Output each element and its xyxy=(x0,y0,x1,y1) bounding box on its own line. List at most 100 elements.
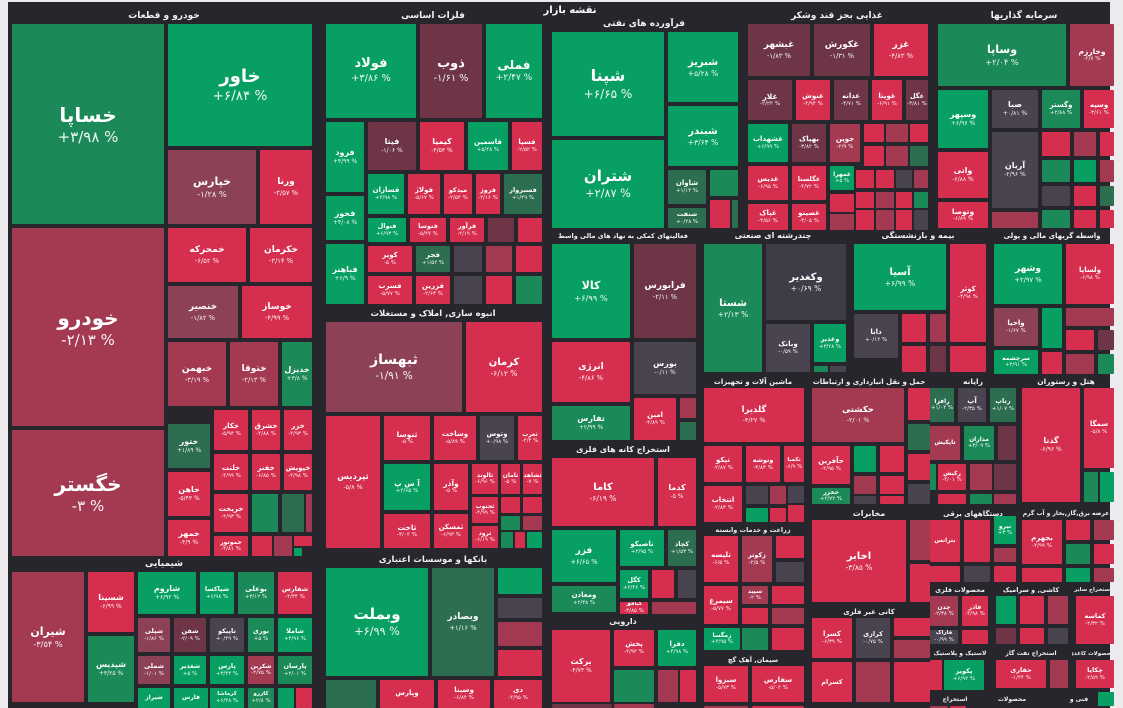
cell-filler[interactable] xyxy=(950,706,966,708)
cell-فملی[interactable]: فملی +۲/۴۷ % xyxy=(486,24,542,118)
cell-ثاخت[interactable]: ثاخت -۴/۰۳ % xyxy=(384,514,430,548)
cell-filler[interactable] xyxy=(876,210,894,230)
cell-غشهداب[interactable]: غشهداب +۶/۹۹ % xyxy=(748,124,788,162)
cell-غصینو[interactable]: غصینو -۳/۰۵ % xyxy=(792,204,826,230)
cell-filler[interactable] xyxy=(880,476,904,494)
cell-تاپیکو[interactable]: تاپیکو +۰/۴۹ % xyxy=(210,618,244,652)
cell-شاروم[interactable]: شاروم +۶/۹۲ % xyxy=(138,572,196,614)
cell-ورنا[interactable]: ورنا -۲/۵۷ % xyxy=(260,150,312,224)
cell-filler[interactable] xyxy=(488,218,514,242)
cell-filler[interactable] xyxy=(894,618,930,636)
cell-filler[interactable] xyxy=(523,497,542,513)
cell-filler[interactable] xyxy=(908,484,930,504)
cell-غگلستا[interactable]: غگلستا -۴/۷۲ % xyxy=(792,166,826,200)
cell-دانا[interactable]: دانا +۰/۱۲ % xyxy=(854,314,898,358)
cell-فولاژ[interactable]: فولاژ -۵/۶۷ % xyxy=(408,174,440,214)
cell-خساپا[interactable]: خساپا +۳/۹۸ % xyxy=(12,24,164,224)
cell-filler[interactable] xyxy=(930,706,948,708)
cell-امین[interactable]: امین -۴/۸۹ % xyxy=(634,398,676,440)
cell-انرژی[interactable]: انرژی -۴/۸۶ % xyxy=(552,342,630,402)
cell-غدیس[interactable]: غدیس -۶/۹۵ % xyxy=(748,166,788,200)
cell-filler[interactable] xyxy=(652,570,674,598)
cell-تاپکیش[interactable]: تاپکیش xyxy=(930,426,960,460)
cell-خمهر[interactable]: خمهر -۴/۹ % xyxy=(168,520,210,556)
cell-گدنا[interactable]: گدنا -۶/۹۶ % xyxy=(1022,388,1080,502)
cell-filler[interactable] xyxy=(746,508,768,522)
cell-filler[interactable] xyxy=(856,170,874,188)
cell-filler[interactable] xyxy=(910,520,930,560)
cell-غمهرا[interactable]: غمهرا +۵ % xyxy=(830,166,854,190)
cell-filler[interactable] xyxy=(992,212,1038,228)
cell-کاما[interactable]: کاما -۶/۱۹ % xyxy=(552,458,654,526)
cell-پخش[interactable]: پخش -۴/۹۲ % xyxy=(614,630,654,666)
cell-filler[interactable] xyxy=(454,276,482,304)
cell-شفن[interactable]: شفن -۲/۰۹ % xyxy=(174,618,206,652)
cell-filler[interactable] xyxy=(1100,132,1114,156)
cell-filler[interactable] xyxy=(894,640,930,658)
cell-filler[interactable] xyxy=(1074,160,1096,182)
cell-filler[interactable] xyxy=(880,446,904,472)
cell-filler[interactable] xyxy=(970,494,992,504)
cell-filler[interactable] xyxy=(970,464,992,490)
cell-شیراز[interactable]: شیراز xyxy=(138,688,170,708)
cell-filler[interactable] xyxy=(1100,160,1114,182)
cell-filler[interactable] xyxy=(854,476,876,494)
cell-filler[interactable] xyxy=(856,210,874,230)
cell-خوساز[interactable]: خوساز -۴/۹۹ % xyxy=(242,286,312,338)
cell-filler[interactable] xyxy=(274,536,292,556)
cell-filler[interactable] xyxy=(294,536,312,546)
cell-وغدیر[interactable]: وغدیر +۳/۲۸ % xyxy=(814,324,846,362)
cell-filler[interactable] xyxy=(1098,330,1114,350)
cell-filler[interactable] xyxy=(1084,472,1098,502)
cell-filler[interactable] xyxy=(902,314,926,342)
cell-filler[interactable] xyxy=(856,662,890,702)
cell-filler[interactable] xyxy=(902,346,926,372)
cell-filler[interactable] xyxy=(486,246,512,272)
cell-فاراک[interactable]: فاراک -۰/۹۹ % xyxy=(930,630,958,644)
cell-واتی[interactable]: واتی -۶/۸۸ % xyxy=(938,152,988,198)
cell-زمگسا[interactable]: زمگسا +۴/۹۵ % xyxy=(704,628,740,650)
cell-filler[interactable] xyxy=(830,194,854,212)
cell-ثرود[interactable]: ثرود -۶/۱۹ % xyxy=(472,526,498,548)
cell-filler[interactable] xyxy=(910,124,928,142)
cell-filler[interactable] xyxy=(896,170,912,188)
cell-filler[interactable] xyxy=(996,596,1016,624)
cell-شپاکسا[interactable]: شپاکسا +۶/۹۸ % xyxy=(200,572,234,614)
cell-filler[interactable] xyxy=(1048,628,1068,644)
cell-مداران[interactable]: مداران +۳/۰۹ % xyxy=(964,426,994,460)
cell-شاوان[interactable]: شاوان +۱/۱۴ % xyxy=(668,170,706,204)
cell-filler[interactable] xyxy=(1074,132,1096,156)
cell-غکورش[interactable]: غکورش -۱/۳۱ % xyxy=(814,24,870,76)
cell-فروژ[interactable]: فروژ -۲/۱۶ % xyxy=(476,174,500,214)
cell-حفاری[interactable]: حفاری -۱/۲۴ % xyxy=(996,660,1046,688)
cell-وخارزم[interactable]: وخارزم -۳/۷ % xyxy=(1070,24,1114,86)
cell-filler[interactable] xyxy=(914,170,928,188)
cell-چکاپا[interactable]: چکاپا -۴/۵۹ % xyxy=(1076,660,1114,688)
cell-filler[interactable] xyxy=(1100,472,1114,502)
cell-بجهرم[interactable]: بجهرم -۴/۹۹ % xyxy=(1022,520,1062,564)
cell-filler[interactable] xyxy=(772,608,804,624)
cell-filler[interactable] xyxy=(770,486,786,504)
cell-برکت[interactable]: برکت -۴/۷۴ % xyxy=(552,630,610,702)
cell-filler[interactable] xyxy=(552,704,612,708)
cell-filler[interactable] xyxy=(1066,520,1090,540)
cell-filler[interactable] xyxy=(964,520,990,562)
cell-filler[interactable] xyxy=(752,706,804,708)
cell-filler[interactable] xyxy=(1022,568,1062,582)
cell-خدیزل[interactable]: خدیزل +۳/۸ % xyxy=(282,342,312,406)
cell-filler[interactable] xyxy=(854,446,876,472)
cell-filler[interactable] xyxy=(516,246,542,272)
cell-فرآور[interactable]: فرآور -۲/۱۹ % xyxy=(450,218,484,242)
cell-ثالوند[interactable]: ثالوند -۶/۹۶ % xyxy=(472,464,498,494)
cell-وگستر[interactable]: وگستر +۲/۸۸ % xyxy=(1042,90,1080,128)
cell-خمحرکه[interactable]: خمحرکه -۶/۵۲ % xyxy=(168,228,246,282)
cell-filler[interactable] xyxy=(876,170,894,188)
cell-filler[interactable] xyxy=(776,536,804,558)
cell-وساپا[interactable]: وساپا +۲/۰۴ % xyxy=(938,24,1066,86)
cell-filler[interactable] xyxy=(1066,308,1114,326)
cell-واحیا[interactable]: واحیا -۱/۶۷ % xyxy=(994,308,1038,346)
cell-filler[interactable] xyxy=(498,568,542,594)
cell-filler[interactable] xyxy=(914,210,928,230)
cell-خکار[interactable]: خکار -۵/۹۴ % xyxy=(214,410,248,450)
cell-سمگا[interactable]: سمگا -۵/۸ % xyxy=(1084,388,1114,468)
